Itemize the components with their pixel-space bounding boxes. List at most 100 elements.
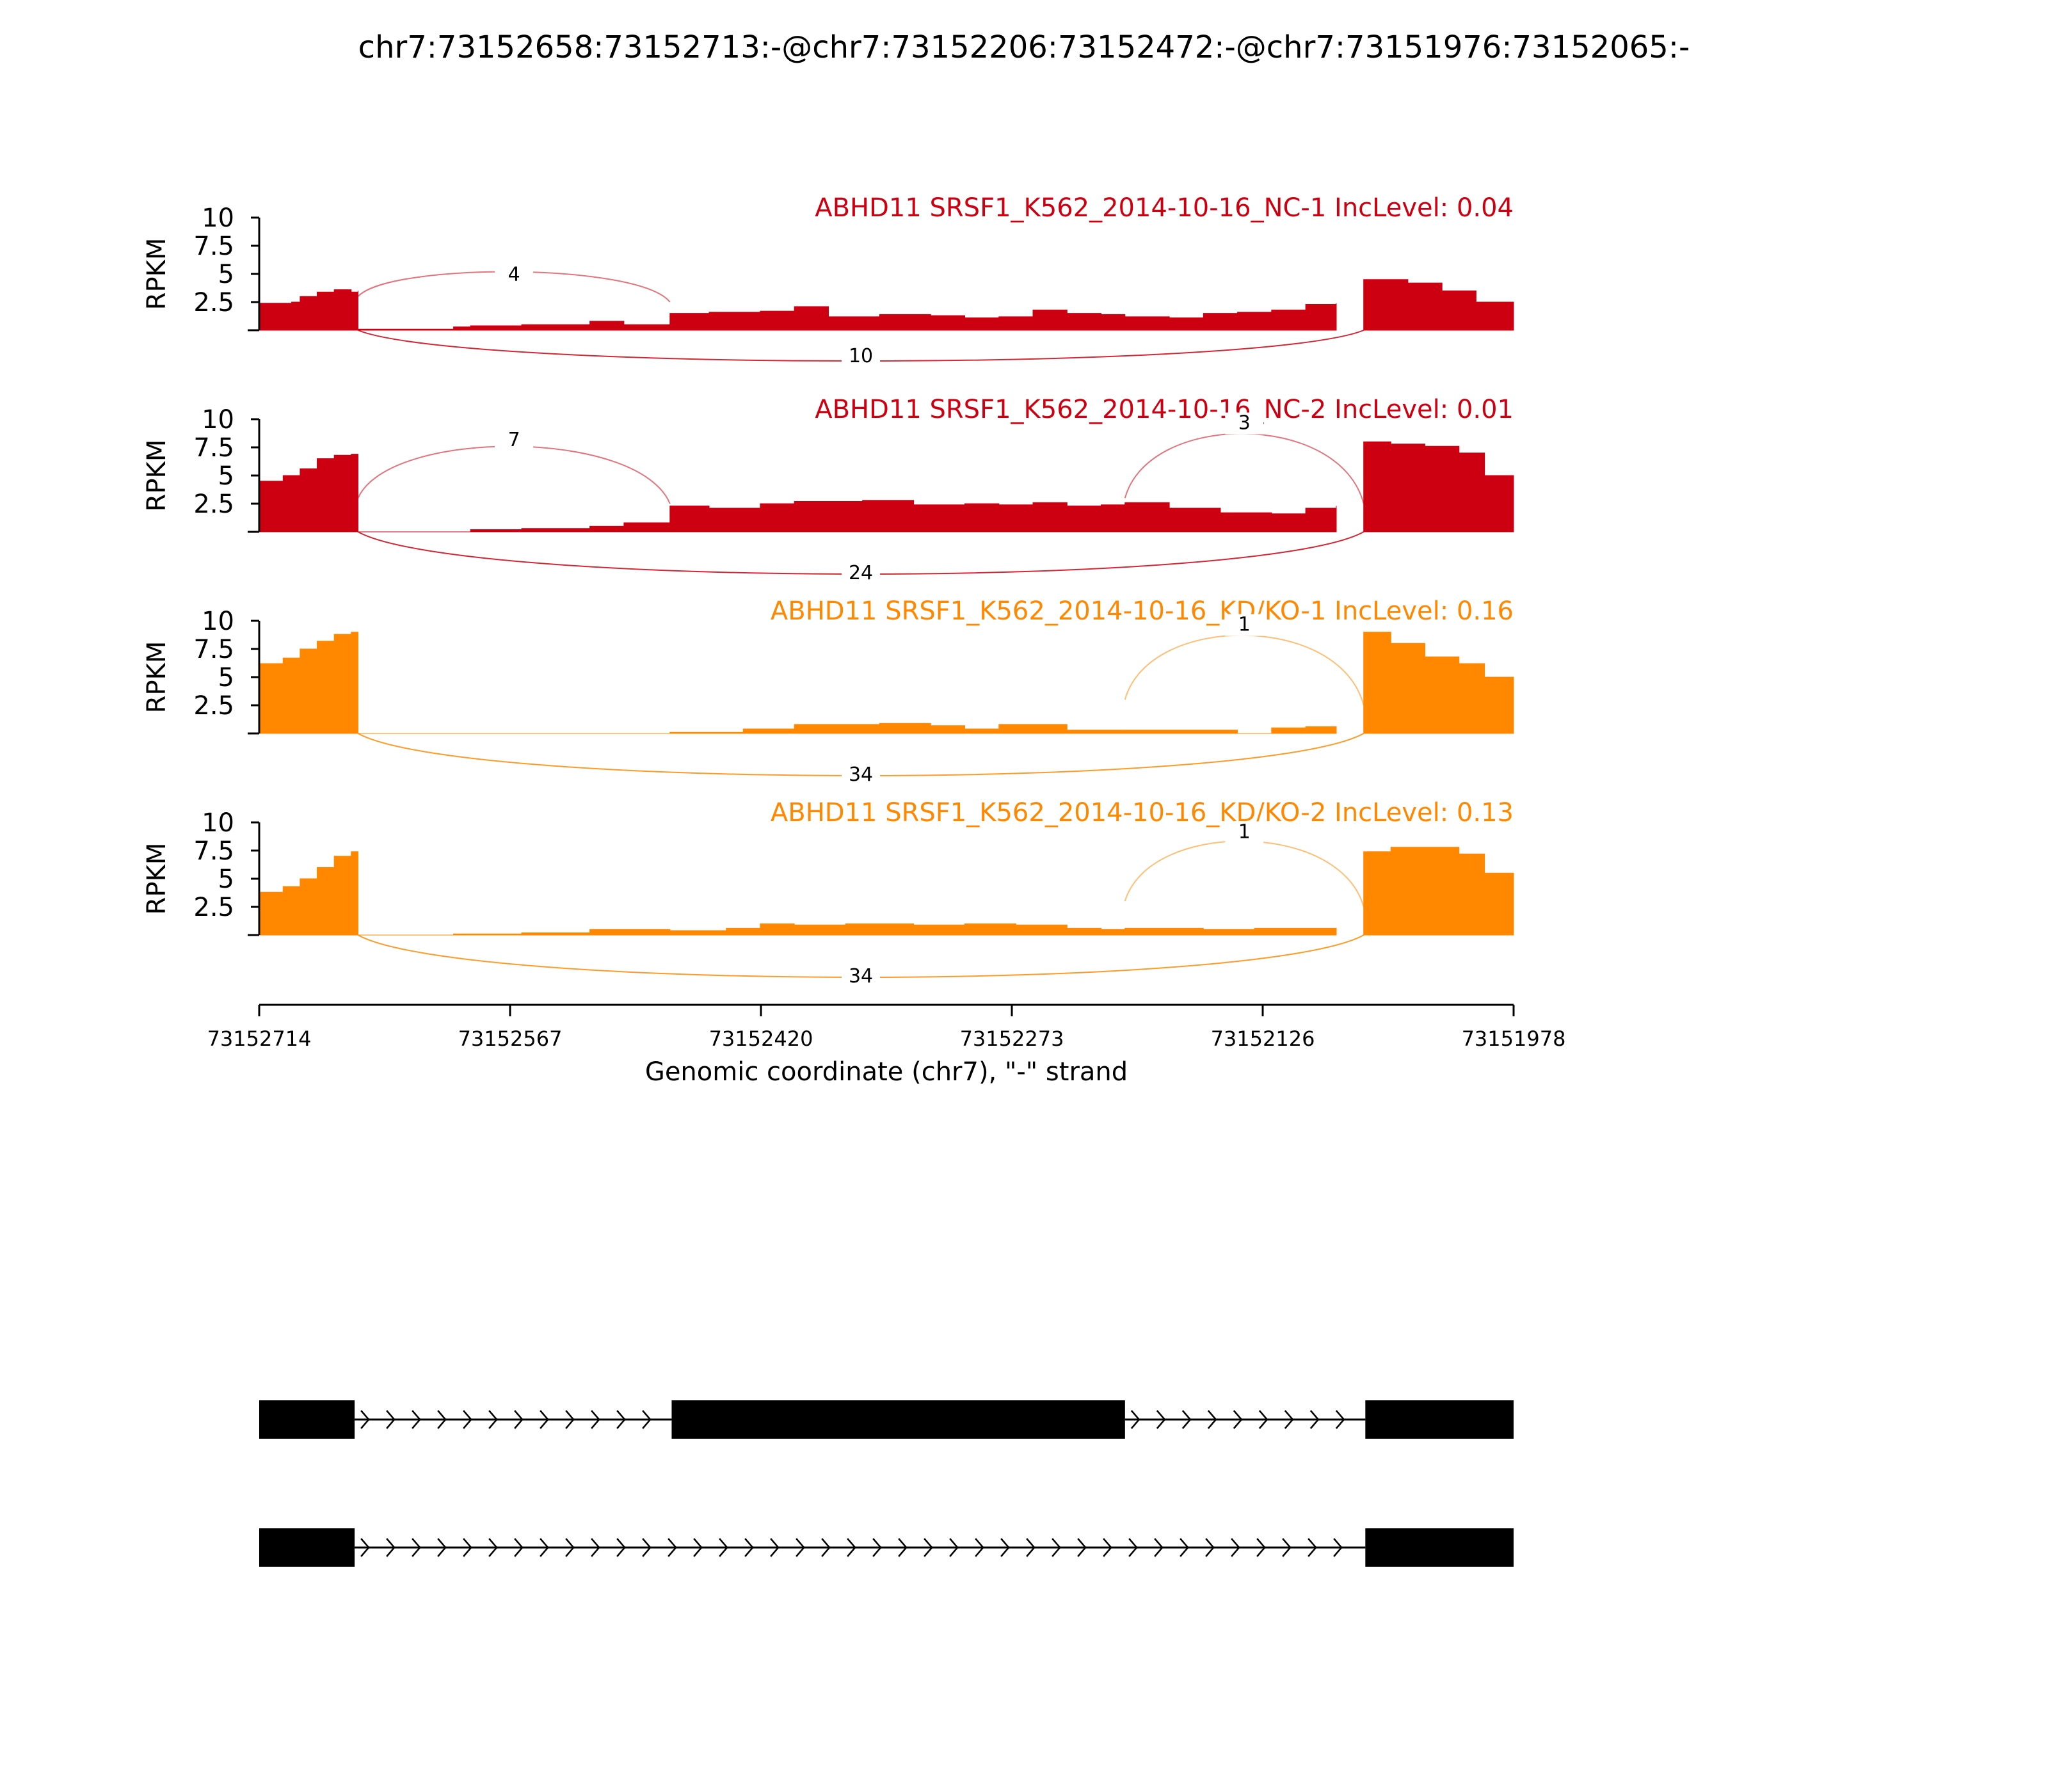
y-tick-label: 7.5 — [193, 433, 234, 463]
y-axis: 107.552.5 RPKM — [142, 808, 260, 936]
junction-arc — [357, 445, 671, 504]
strand-chevron — [591, 1538, 600, 1557]
junction-arc — [1124, 634, 1364, 706]
strand-chevron — [616, 1538, 626, 1557]
track-4: 107.552.5 RPKM ABHD11 SRSF1_K562_2014-10-1… — [142, 798, 1514, 988]
isoform-1 — [259, 1400, 1514, 1439]
x-tick-label: 73151978 — [1462, 1027, 1566, 1051]
exon-block — [1365, 1528, 1514, 1567]
junction-arc — [1124, 840, 1364, 908]
strand-chevron — [1333, 1538, 1343, 1557]
strand-chevron — [514, 1538, 524, 1557]
coverage-exon3 — [1363, 632, 1514, 734]
y-axis-label: RPKM — [142, 641, 172, 714]
strand-chevron — [1309, 1410, 1320, 1429]
junction-count: 1 — [1238, 820, 1251, 843]
y-tick-label: 5 — [218, 461, 234, 491]
track-label: ABHD11 SRSF1_K562_2014-10-16_NC-1 IncLev… — [815, 193, 1514, 223]
junction-count: 7 — [508, 429, 520, 451]
x-axis: Genomic coordinate (chr7), "-" strand 73… — [207, 1004, 1566, 1087]
coverage-exon2 — [669, 923, 1126, 936]
strand-chevron — [386, 1410, 396, 1429]
strand-chevron — [1258, 1410, 1268, 1429]
coverage-intron1 — [358, 929, 671, 936]
exon-block — [1365, 1400, 1514, 1439]
junction-label-bg — [842, 563, 881, 584]
track-label: ABHD11 SRSF1_K562_2014-10-16_KD/KO-1 Inc… — [771, 596, 1514, 626]
junction-count: 1 — [1238, 614, 1251, 636]
strand-chevron — [1233, 1410, 1243, 1429]
y-tick-label: 5 — [218, 663, 234, 692]
track-label: ABHD11 SRSF1_K562_2014-10-16_KD/KO-2 Inc… — [771, 798, 1514, 828]
y-axis: 107.552.5 RPKM — [142, 405, 260, 533]
strand-chevron — [872, 1538, 882, 1557]
strand-chevron — [796, 1538, 805, 1557]
y-tick-label: 5 — [218, 260, 234, 289]
strand-chevron — [488, 1410, 498, 1429]
junction-count: 3 — [1238, 412, 1251, 435]
strand-chevron — [591, 1410, 600, 1429]
strand-chevron — [744, 1538, 754, 1557]
strand-chevron — [1256, 1538, 1266, 1557]
strand-chevron — [1154, 1538, 1164, 1557]
strand-chevron — [514, 1410, 524, 1429]
coverage-exon2 — [669, 723, 1126, 734]
strand-chevron — [565, 1410, 575, 1429]
coverage-intron1 — [358, 522, 671, 532]
strand-chevron — [770, 1538, 780, 1557]
strand-chevron — [847, 1538, 856, 1557]
y-axis-label: RPKM — [142, 238, 172, 310]
junction-label-bg — [1225, 821, 1264, 844]
coverage-exon2 — [669, 306, 1126, 331]
junction-count: 10 — [849, 345, 873, 367]
track-2: 107.552.5 RPKM ABHD11 SRSF1_K562_2014-10-1… — [142, 395, 1514, 584]
strand-chevron — [719, 1538, 728, 1557]
y-tick-label: 2.5 — [193, 288, 234, 317]
strand-chevron — [540, 1410, 549, 1429]
x-tick-label: 73152567 — [458, 1027, 563, 1051]
strand-chevron — [412, 1538, 421, 1557]
strand-chevron — [1181, 1410, 1192, 1429]
strand-chevron — [616, 1410, 626, 1429]
strand-chevron — [924, 1538, 933, 1557]
strand-chevron — [540, 1538, 549, 1557]
strand-chevron — [1128, 1538, 1138, 1557]
x-tick-label: 73152420 — [709, 1027, 813, 1051]
y-tick-label: 2.5 — [193, 893, 234, 922]
strand-chevron — [463, 1538, 472, 1557]
junction-count: 4 — [508, 263, 520, 285]
strand-chevron — [1156, 1410, 1166, 1429]
y-axis: 107.552.5 RPKM — [142, 607, 260, 735]
strand-chevron — [1180, 1538, 1189, 1557]
junction-count: 34 — [849, 764, 873, 786]
coverage-exon1 — [259, 454, 358, 532]
coverage-intron2 — [1124, 303, 1337, 331]
strand-chevron — [1282, 1538, 1292, 1557]
coverage-intron2 — [1124, 502, 1337, 532]
x-axis-label: Genomic coordinate (chr7), "-" strand — [645, 1057, 1128, 1087]
junction-label-bg — [842, 966, 881, 988]
coverage-intron2 — [1124, 927, 1337, 936]
coverage-intron1 — [358, 321, 671, 331]
y-tick-label: 7.5 — [193, 635, 234, 664]
y-axis: 107.552.5 RPKM — [142, 204, 260, 332]
strand-chevron — [437, 1538, 447, 1557]
junction-label-bg — [842, 764, 881, 786]
coverage-exon3 — [1363, 279, 1514, 331]
y-tick-label: 7.5 — [193, 836, 234, 866]
coverage-exon3 — [1363, 441, 1514, 532]
y-tick-label: 10 — [202, 405, 234, 435]
track-label: ABHD11 SRSF1_K562_2014-10-16_NC-2 IncLev… — [815, 395, 1514, 424]
coverage-exon3 — [1363, 847, 1514, 936]
chart-title: chr7:73152658:73152713:-@chr7:73152206:7… — [358, 29, 1690, 65]
strand-chevron — [1130, 1410, 1140, 1429]
strand-chevron — [360, 1410, 370, 1429]
strand-chevron — [1308, 1538, 1317, 1557]
strand-chevron — [1103, 1538, 1112, 1557]
strand-chevron — [1231, 1538, 1240, 1557]
strand-chevron — [1052, 1538, 1061, 1557]
y-tick-label: 10 — [202, 204, 234, 233]
junction-count: 34 — [849, 965, 873, 988]
